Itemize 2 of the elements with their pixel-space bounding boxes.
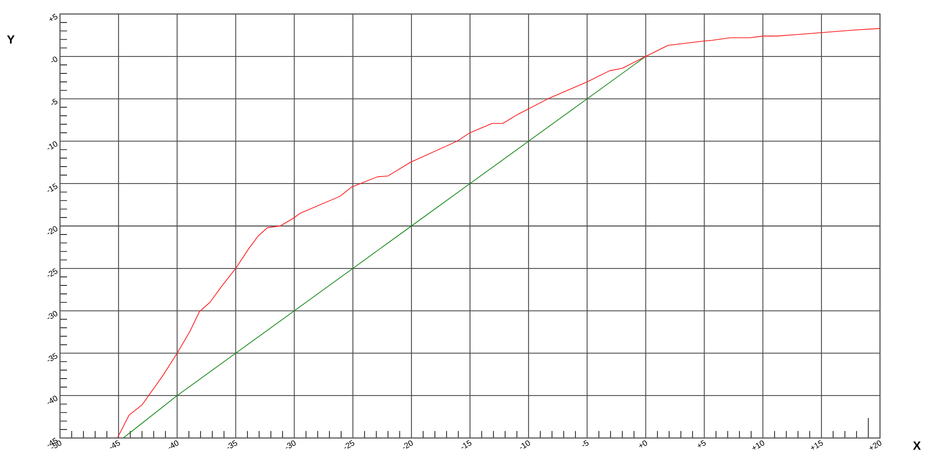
x-axis-title: X [913, 442, 921, 450]
y-axis-title: Y [7, 35, 15, 44]
